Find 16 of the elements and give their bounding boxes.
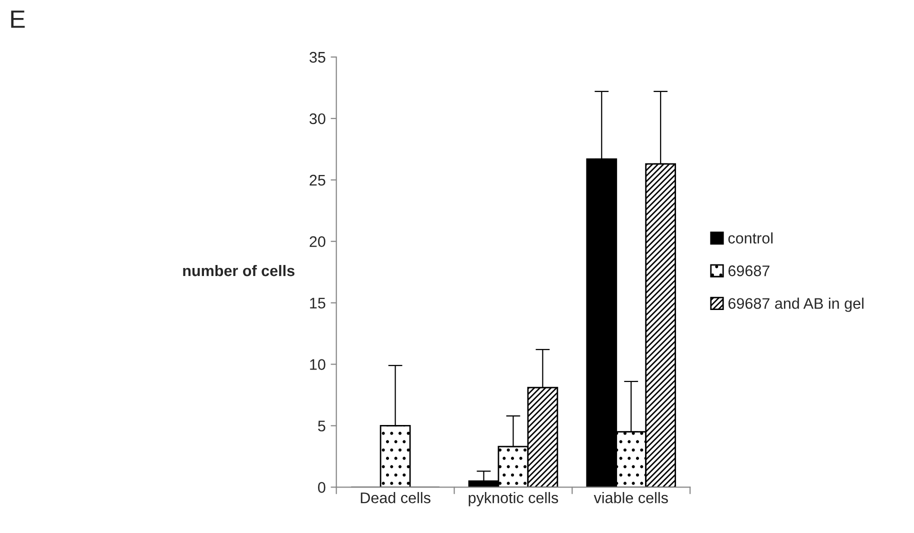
- y-tick-label: 20: [310, 236, 326, 248]
- y-tick-label: 30: [310, 113, 326, 124]
- y-axis-title: number of cells: [183, 264, 294, 276]
- legend-label: 69687: [728, 265, 770, 276]
- y-tick-label: 10: [310, 359, 326, 370]
- y-tick-label: 0: [318, 482, 326, 493]
- y-tick-label: 35: [310, 52, 326, 63]
- x-tick-label: viable cells: [594, 492, 668, 504]
- legend-label: 69687 and AB in gel: [728, 298, 864, 312]
- x-tick-label: pyknotic cells: [468, 492, 558, 506]
- y-tick-label: 15: [310, 298, 326, 309]
- y-tick-label: 25: [310, 174, 326, 186]
- text: E: [11, 10, 25, 28]
- y-tick-label: 5: [318, 420, 326, 432]
- legend-label: control: [728, 232, 773, 244]
- x-tick-label: Dead cells: [360, 492, 430, 504]
